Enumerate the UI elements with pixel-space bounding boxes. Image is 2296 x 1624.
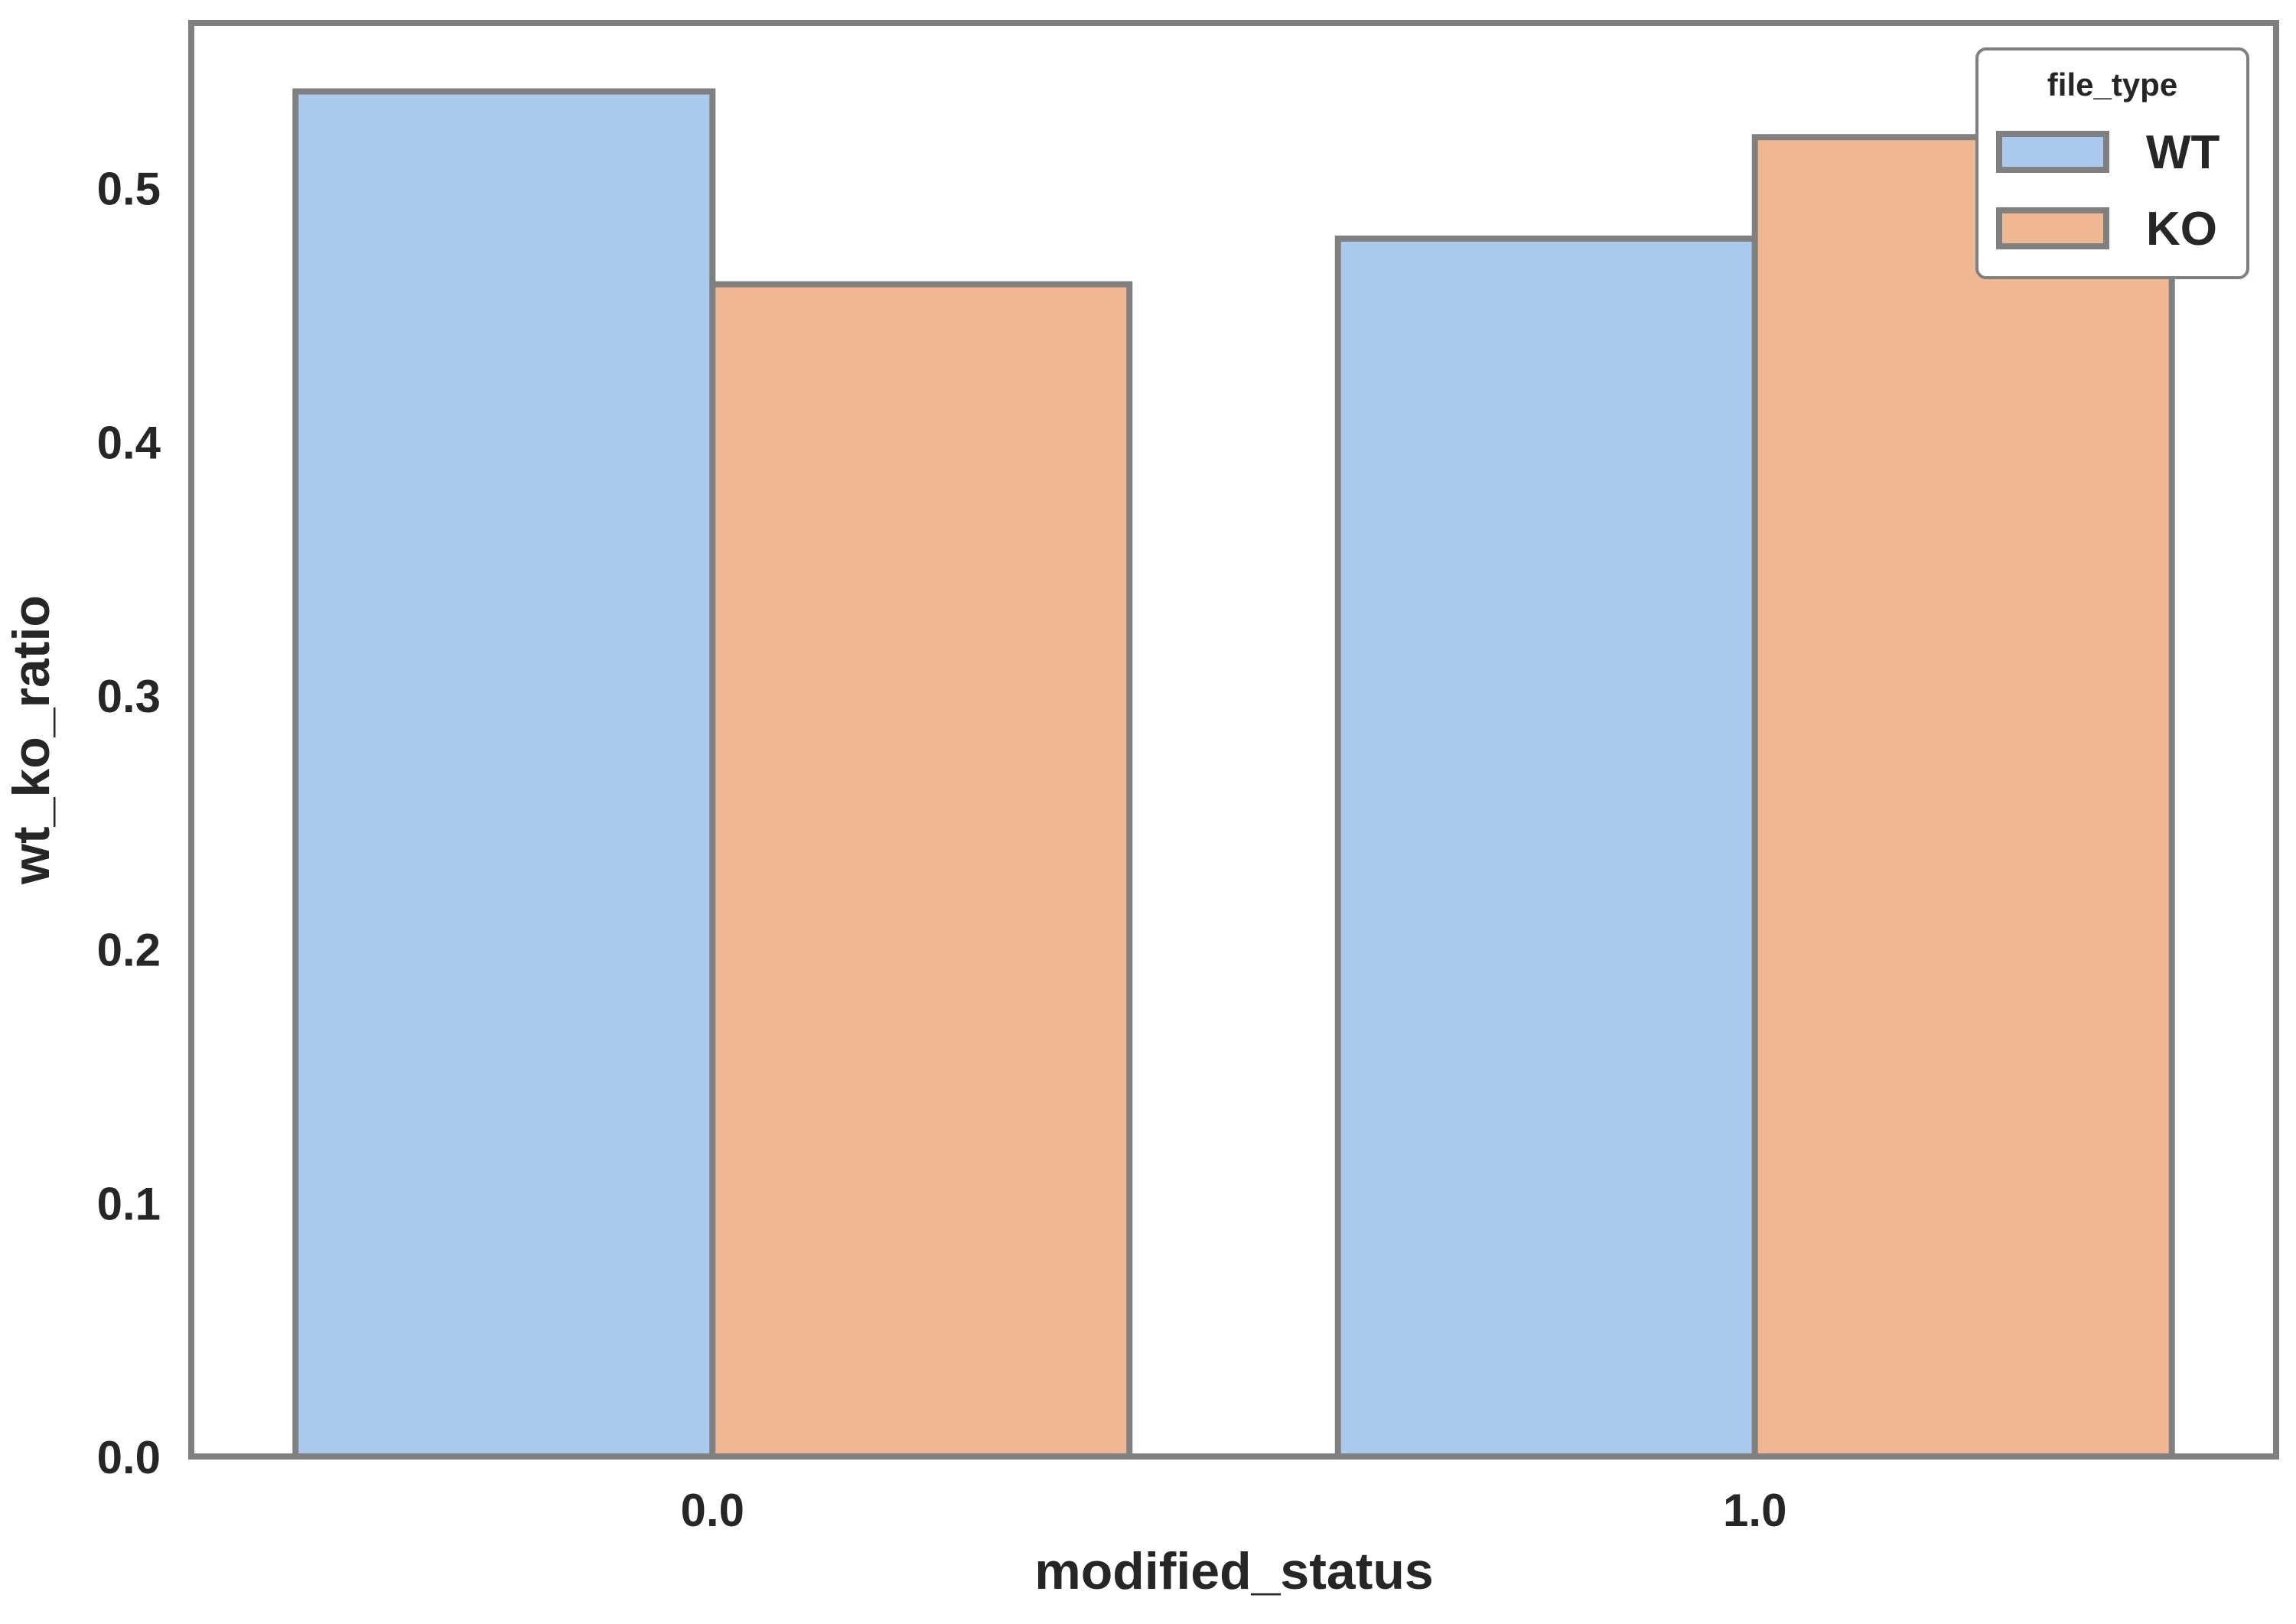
legend-swatch-wt [1996,131,2109,173]
y-tick-label: 0.4 [97,417,161,468]
legend-items: WT KO [1996,126,2220,255]
bars-layer [292,88,2175,1460]
bar-wt-1.0 [1334,235,1758,1460]
plot-frame [188,20,2279,1460]
legend-label-ko: KO [2146,203,2217,255]
y-tick-label: 0.3 [97,671,161,722]
y-tick-label: 0.5 [97,164,161,215]
y-tick-label: 0.1 [97,1178,161,1229]
legend-label-wt: WT [2146,126,2220,179]
y-axis-label: wt_ko_ratio [2,595,60,885]
legend: file_type WT KO [1975,47,2249,279]
x-axis-label: modified_status [1034,1542,1433,1600]
legend-title: file_type [2047,67,2177,103]
y-tick-label: 0.2 [97,925,161,976]
x-tick-label: 1.0 [1723,1485,1786,1536]
x-tick-labels: 0.0 1.0 [681,1485,1787,1536]
y-tick-labels: 0.0 0.1 0.2 0.3 0.4 0.5 [97,164,161,1483]
bar-ko-1.0 [1751,134,2175,1460]
x-tick-label: 0.0 [681,1485,744,1536]
legend-swatch-ko [1996,207,2109,249]
bar-wt-0.0 [292,88,716,1460]
y-tick-label: 0.0 [97,1432,161,1483]
bar-ko-0.0 [709,281,1133,1460]
